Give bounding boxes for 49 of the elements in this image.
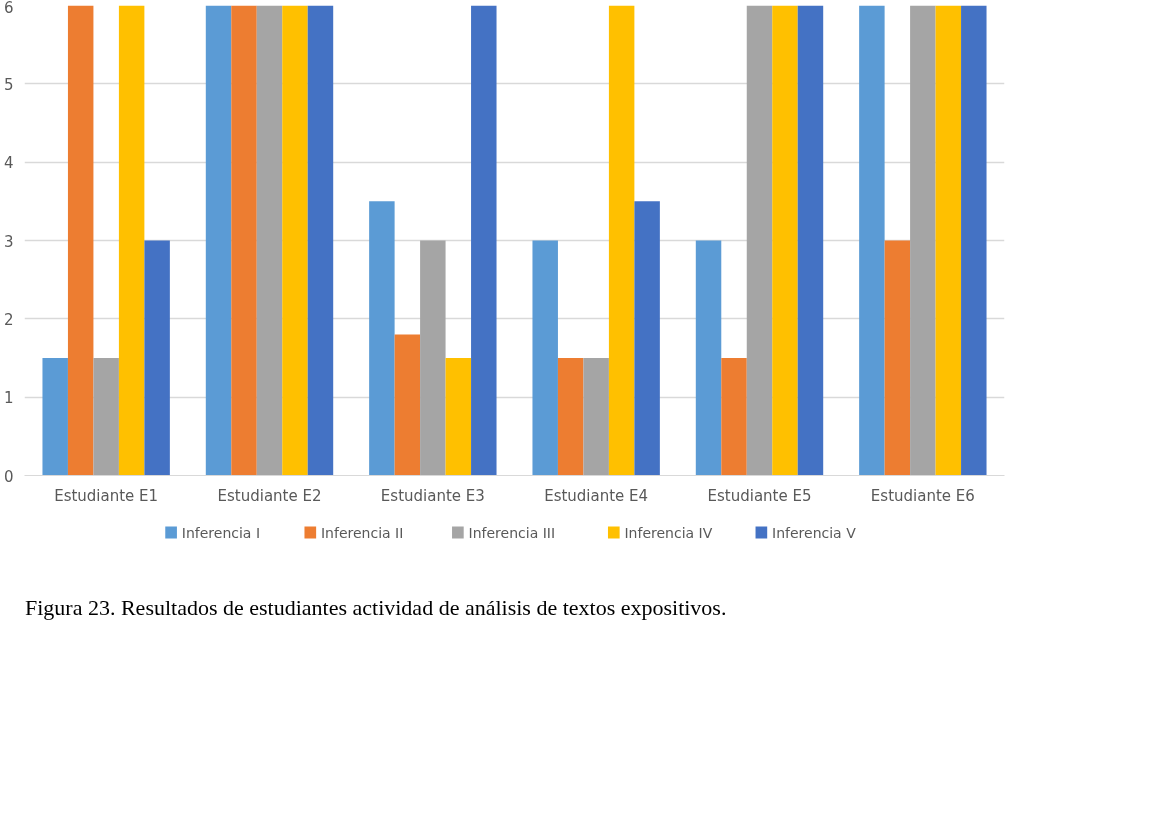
- bar: [884, 240, 911, 476]
- legend-label: Inferencia II: [321, 524, 404, 541]
- x-tick-label: Estudiante E6: [870, 486, 975, 505]
- bar: [721, 358, 747, 476]
- x-tick-label: Estudiante E3: [380, 486, 485, 505]
- bar: [42, 358, 68, 476]
- bar: [608, 5, 635, 476]
- bar: [144, 240, 170, 476]
- bar: [205, 5, 232, 476]
- bar: [935, 5, 962, 476]
- bar: [634, 201, 660, 476]
- bar: [557, 358, 584, 476]
- y-tick-label: 5: [3, 75, 14, 94]
- y-tick-label: 4: [3, 154, 14, 173]
- bar: [471, 5, 497, 476]
- x-tick-label: Estudiante E4: [544, 486, 649, 505]
- bar: [797, 5, 824, 476]
- bar: [118, 5, 145, 476]
- bar: [859, 5, 885, 476]
- legend-label: Inferencia V: [772, 524, 857, 541]
- x-tick-label: Estudiante E1: [54, 486, 159, 505]
- bar: [394, 334, 421, 476]
- bar: [772, 5, 798, 476]
- bar: [256, 5, 283, 476]
- bar: [420, 240, 446, 476]
- bar: [746, 5, 773, 476]
- bar: [910, 5, 936, 476]
- text: Figura 23. Resultados de estudiantes actividad de análisis de textos expositivos.: [25, 594, 727, 622]
- bar: [67, 5, 94, 476]
- legend-label: Inferencia III: [468, 524, 556, 541]
- x-tick-label: Estudiante E5: [707, 486, 812, 505]
- legend-label: Inferencia IV: [624, 524, 713, 541]
- bar: [93, 358, 119, 476]
- y-tick-label: 2: [3, 310, 14, 329]
- bar: [307, 5, 334, 476]
- bar: [961, 5, 987, 476]
- y-tick-label: 1: [3, 389, 14, 408]
- y-tick-label: 6: [3, 0, 14, 17]
- bar: [695, 240, 722, 476]
- y-tick-label: 3: [3, 232, 14, 251]
- bar: [532, 240, 558, 476]
- legend-label: Inferencia I: [181, 524, 261, 541]
- y-tick-label: 0: [3, 467, 14, 486]
- x-tick-label: Estudiante E2: [217, 486, 322, 505]
- bar: [583, 358, 609, 476]
- bar: [282, 5, 308, 476]
- bar: [445, 358, 472, 476]
- bar: [369, 201, 395, 476]
- bar: [231, 5, 257, 476]
